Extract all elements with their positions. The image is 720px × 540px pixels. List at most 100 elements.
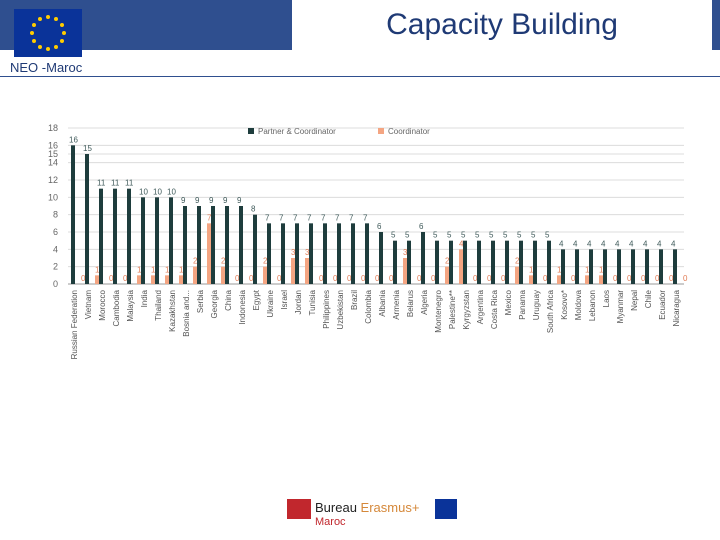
data-label-partner: 5 — [517, 231, 522, 240]
data-label-partner: 7 — [363, 213, 368, 222]
bar-coordinator — [557, 275, 561, 284]
data-label-partner: 16 — [69, 135, 78, 144]
bar-partner — [631, 249, 635, 284]
bar-coordinator — [263, 266, 267, 284]
data-label-coordinator: 3 — [305, 248, 310, 257]
x-tick-label: Malaysia — [126, 289, 135, 321]
bar-coordinator — [165, 275, 169, 284]
data-label-coordinator: 0 — [613, 274, 618, 283]
bar-partner — [407, 240, 411, 284]
data-label-partner: 5 — [545, 231, 550, 240]
data-label-partner: 4 — [587, 239, 592, 248]
data-label-coordinator: 0 — [389, 274, 394, 283]
data-label-partner: 5 — [433, 231, 438, 240]
x-tick-label: Chile — [644, 289, 653, 308]
bar-partner — [449, 240, 453, 284]
footer-logo: Bureau Erasmus+ Maroc — [287, 497, 457, 533]
data-label-coordinator: 0 — [123, 274, 128, 283]
y-tick-label: 10 — [48, 192, 58, 202]
data-label-partner: 9 — [181, 196, 186, 205]
x-tick-label: Indonesia — [238, 289, 247, 324]
bar-partner — [211, 206, 215, 284]
data-label-partner: 7 — [335, 213, 340, 222]
page-title: Capacity Building — [292, 0, 712, 50]
data-label-coordinator: 0 — [431, 274, 436, 283]
data-label-partner: 7 — [307, 213, 312, 222]
x-tick-label: Moldova — [574, 289, 583, 320]
data-label-coordinator: 0 — [347, 274, 352, 283]
y-tick-label: 16 — [48, 140, 58, 150]
bar-partner — [435, 240, 439, 284]
x-tick-label: China — [224, 289, 233, 310]
legend-label-coordinator: Coordinator — [388, 127, 430, 136]
x-tick-label: Jordan — [294, 290, 303, 314]
bar-partner — [351, 223, 355, 284]
bar-partner — [463, 240, 467, 284]
data-label-coordinator: 0 — [571, 274, 576, 283]
x-tick-label: Uzbekistan — [336, 290, 345, 330]
data-label-partner: 4 — [657, 239, 662, 248]
bar-partner — [617, 249, 621, 284]
bar-coordinator — [221, 266, 225, 284]
x-tick-label: Argentina — [476, 289, 485, 324]
bar-coordinator — [193, 266, 197, 284]
x-tick-label: Albania — [378, 289, 387, 316]
x-tick-label: Egypt — [252, 289, 261, 310]
bar-coordinator — [179, 275, 183, 284]
data-label-coordinator: 0 — [669, 274, 674, 283]
y-tick-label: 8 — [53, 210, 58, 220]
data-label-coordinator: 2 — [515, 257, 520, 266]
bar-partner — [589, 249, 593, 284]
y-tick-label: 4 — [53, 244, 58, 254]
y-tick-label: 6 — [53, 227, 58, 237]
data-label-partner: 4 — [573, 239, 578, 248]
data-label-partner: 7 — [265, 213, 270, 222]
data-label-partner: 4 — [559, 239, 564, 248]
data-label-coordinator: 0 — [487, 274, 492, 283]
x-tick-label: Lebanon — [588, 290, 597, 321]
bar-partner — [645, 249, 649, 284]
data-label-coordinator: 0 — [501, 274, 506, 283]
data-label-coordinator: 3 — [403, 248, 408, 257]
bar-coordinator — [291, 258, 295, 284]
data-label-coordinator: 2 — [445, 257, 450, 266]
bar-coordinator — [445, 266, 449, 284]
data-label-partner: 5 — [531, 231, 536, 240]
data-label-partner: 4 — [629, 239, 634, 248]
x-tick-label: Serbia — [196, 289, 205, 313]
x-tick-label: Vietnam — [84, 290, 93, 320]
data-label-partner: 10 — [139, 187, 148, 196]
data-label-partner: 7 — [279, 213, 284, 222]
data-label-partner: 4 — [601, 239, 606, 248]
x-tick-label: Russian Federation — [70, 290, 79, 359]
x-tick-label: Kazakhstan — [168, 290, 177, 332]
x-tick-label: Palestine** — [448, 290, 457, 329]
data-label-coordinator: 0 — [641, 274, 646, 283]
data-label-coordinator: 2 — [221, 257, 226, 266]
x-tick-label: Philippines — [322, 290, 331, 329]
x-tick-label: Panama — [518, 289, 527, 319]
data-label-partner: 11 — [97, 179, 106, 188]
x-tick-label: Israel — [280, 290, 289, 310]
x-tick-label: Thailand — [154, 290, 163, 321]
capacity-chart: 0 2 4 6 8 10 12 14 15 16 18 16 0 Russian Federation 15… — [0, 100, 720, 410]
data-label-coordinator: 0 — [627, 274, 632, 283]
bar-partner — [379, 232, 383, 284]
data-label-partner: 5 — [461, 231, 466, 240]
y-tick-label: 2 — [53, 262, 58, 272]
bar-coordinator — [599, 275, 603, 284]
x-tick-label: Laos — [602, 290, 611, 307]
bar-partner — [127, 188, 131, 284]
bar-partner — [155, 197, 159, 284]
header-rule — [0, 76, 720, 77]
data-label-coordinator: 0 — [277, 274, 282, 283]
data-label-partner: 6 — [377, 222, 382, 231]
eu-flag-logo — [14, 9, 82, 57]
bar-partner — [673, 249, 677, 284]
bar-coordinator — [515, 266, 519, 284]
x-tick-label: Armenia — [392, 289, 401, 319]
data-label-partner: 8 — [251, 205, 256, 214]
bar-coordinator — [137, 275, 141, 284]
data-label-partner: 5 — [447, 231, 452, 240]
data-label-coordinator: 3 — [291, 248, 296, 257]
